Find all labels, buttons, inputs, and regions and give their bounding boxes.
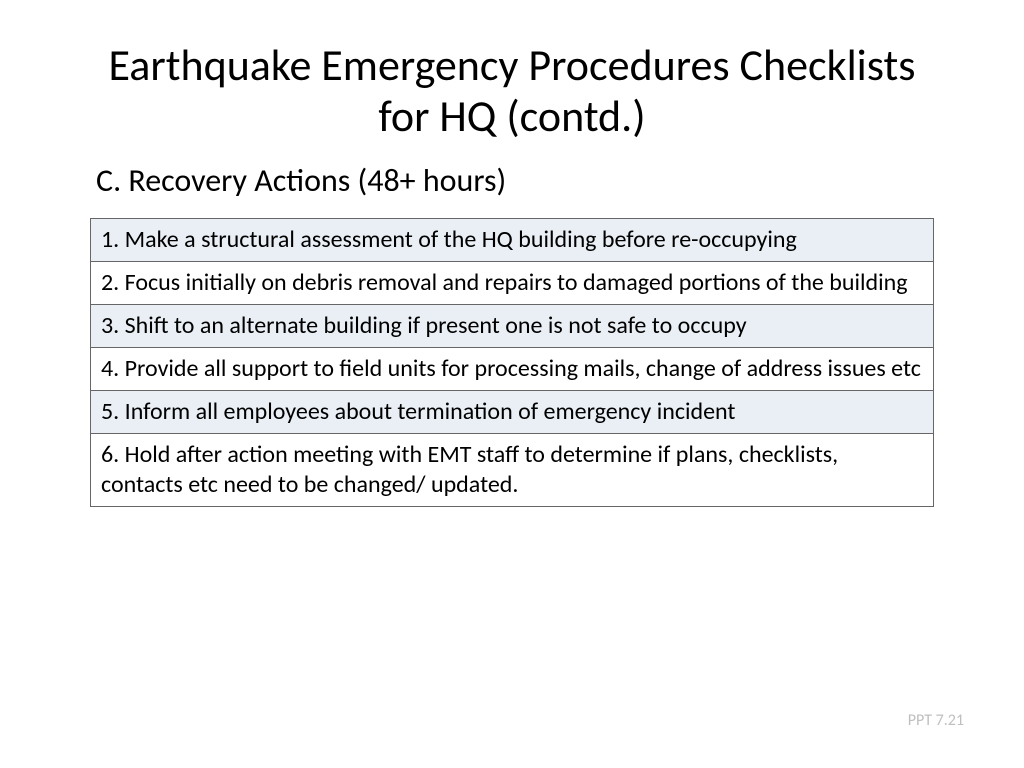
table-row: 5. Inform all employees about terminatio… — [91, 391, 934, 434]
table-cell: 4. Provide all support to field units fo… — [91, 348, 934, 391]
table-cell: 3. Shift to an alternate building if pre… — [91, 305, 934, 348]
slide-title: Earthquake Emergency Procedures Checklis… — [90, 40, 934, 141]
table-row: 6. Hold after action meeting with EMT st… — [91, 434, 934, 507]
checklist-table: 1. Make a structural assessment of the H… — [90, 218, 934, 507]
table-row: 1. Make a structural assessment of the H… — [91, 219, 934, 262]
slide-number: PPT 7.21 — [908, 711, 964, 730]
table-cell: 6. Hold after action meeting with EMT st… — [91, 434, 934, 507]
checklist-body: 1. Make a structural assessment of the H… — [91, 219, 934, 507]
table-row: 4. Provide all support to field units fo… — [91, 348, 934, 391]
table-row: 3. Shift to an alternate building if pre… — [91, 305, 934, 348]
slide-subtitle: C. Recovery Actions (48+ hours) — [96, 161, 934, 200]
table-row: 2. Focus initially on debris removal and… — [91, 262, 934, 305]
slide: Earthquake Emergency Procedures Checklis… — [0, 0, 1024, 768]
table-cell: 2. Focus initially on debris removal and… — [91, 262, 934, 305]
table-cell: 1. Make a structural assessment of the H… — [91, 219, 934, 262]
table-cell: 5. Inform all employees about terminatio… — [91, 391, 934, 434]
